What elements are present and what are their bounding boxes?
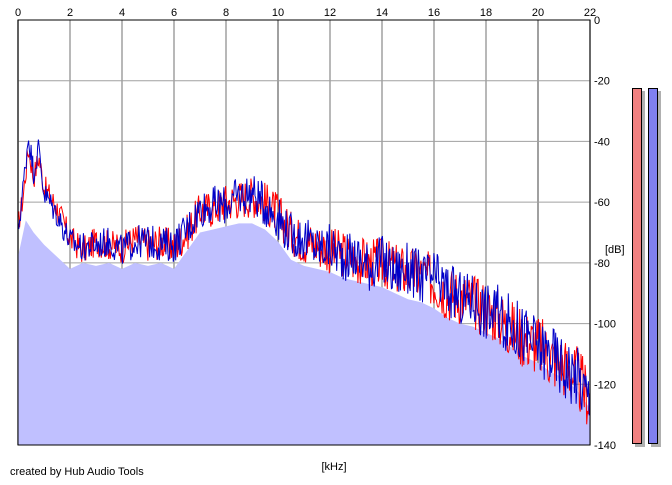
y-tick-label: -140 [594, 440, 616, 452]
y-tick-label: 0 [594, 15, 600, 27]
credit-text: created by Hub Audio Tools [10, 466, 144, 478]
x-tick-label: 2 [67, 7, 73, 19]
x-tick-label: 16 [428, 7, 440, 19]
y-tick-labels: 0 -20 -40 -60 -80 -100 -120 -140 [594, 15, 616, 452]
series-line [17, 139, 591, 416]
x-tick-labels: 0 2 4 6 8 10 12 14 16 18 20 22 [15, 7, 596, 19]
y-tick-label: -100 [594, 319, 616, 331]
series-lines [17, 139, 591, 425]
y-tick-label: -60 [594, 197, 610, 209]
level-meter-right [648, 88, 658, 444]
series-line [17, 149, 591, 425]
level-meter-left [632, 88, 642, 444]
spectrum-floor-fill [18, 220, 590, 445]
y-tick-label: -120 [594, 379, 616, 391]
y-tick-label: -20 [594, 76, 610, 88]
x-tick-label: 18 [480, 7, 492, 19]
x-tick-label: 22 [584, 7, 596, 19]
y-tick-label: -40 [594, 136, 610, 148]
plot-border [17, 19, 591, 446]
x-tick-label: 4 [119, 7, 125, 19]
x-tick-label: 20 [532, 7, 544, 19]
x-tick-label: 12 [324, 7, 336, 19]
x-tick-label: 6 [171, 7, 177, 19]
x-tick-label: 10 [272, 7, 284, 19]
x-tick-label: 8 [223, 7, 229, 19]
floor-area [18, 220, 590, 445]
x-tick-label: 0 [15, 7, 21, 19]
y-axis-label: [dB] [605, 244, 625, 256]
x-tick-label: 14 [376, 7, 388, 19]
x-axis-label: [kHz] [321, 461, 346, 473]
y-tick-label: -80 [594, 258, 610, 270]
